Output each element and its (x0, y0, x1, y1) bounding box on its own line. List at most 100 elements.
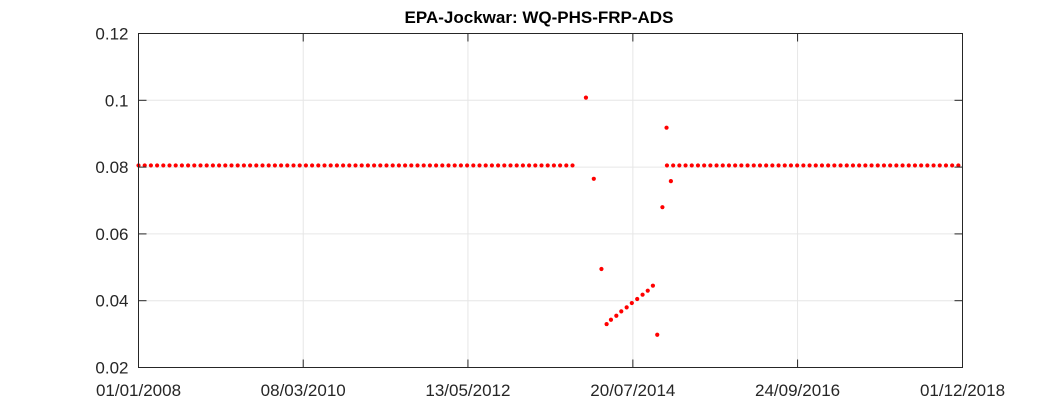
data-point (894, 163, 899, 168)
data-point (655, 332, 660, 337)
data-point (427, 163, 433, 168)
data-point (708, 163, 713, 168)
data-point (161, 163, 166, 168)
data-point (465, 163, 470, 168)
data-point (726, 163, 732, 168)
x-tick-label: 01/01/2008 (96, 381, 181, 400)
data-point (733, 163, 738, 168)
data-point (167, 163, 172, 168)
data-point (359, 163, 364, 168)
data-point (365, 163, 371, 168)
data-point (303, 163, 309, 168)
data-point (272, 163, 278, 168)
data-point (266, 163, 271, 168)
data-point (508, 163, 513, 168)
data-point (875, 163, 880, 168)
x-tick-label: 20/07/2014 (590, 381, 675, 400)
data-point (764, 163, 769, 168)
data-point (857, 163, 862, 168)
data-point (664, 163, 670, 168)
data-point (850, 163, 856, 168)
chart-title: EPA-Jockwar: WQ-PHS-FRP-ADS (405, 8, 674, 27)
data-point (689, 163, 694, 168)
data-point (640, 292, 645, 297)
data-point (558, 163, 563, 168)
data-point (452, 163, 457, 168)
data-point (813, 163, 818, 168)
data-point (520, 163, 526, 168)
data-point (539, 163, 544, 168)
data-point (720, 163, 725, 168)
data-point (714, 163, 719, 168)
data-point (483, 163, 488, 168)
data-point (142, 163, 147, 168)
data-point (328, 163, 333, 168)
data-point (477, 163, 482, 168)
data-point (819, 163, 825, 168)
data-point (931, 163, 936, 168)
data-point (409, 163, 414, 168)
plot-background (138, 33, 963, 368)
data-point (489, 163, 495, 168)
data-point (900, 163, 905, 168)
data-point (471, 163, 476, 168)
data-point (624, 305, 629, 310)
data-point (863, 163, 868, 168)
data-point (943, 163, 949, 168)
data-point (583, 95, 589, 100)
data-point (179, 163, 185, 168)
data-point (881, 163, 887, 168)
data-point (285, 163, 290, 168)
data-point (925, 163, 930, 168)
y-tick-label: 0.04 (95, 292, 128, 311)
data-point (702, 163, 707, 168)
data-point (502, 163, 507, 168)
plot-frame (138, 33, 963, 368)
y-tick-label: 0.02 (95, 359, 128, 378)
data-point (254, 163, 259, 168)
data-point (440, 163, 445, 168)
data-point (671, 163, 676, 168)
data-point (527, 163, 532, 168)
data-point (378, 163, 383, 168)
data-point (668, 179, 673, 184)
data-point (217, 163, 222, 168)
data-point (664, 125, 669, 130)
data-point (403, 163, 408, 168)
data-point (310, 163, 315, 168)
data-point (347, 163, 352, 168)
data-point (614, 313, 619, 318)
data-point (322, 163, 327, 168)
data-point (248, 163, 253, 168)
x-tick-label: 01/12/2018 (920, 381, 1005, 400)
data-point (838, 163, 843, 168)
data-point (788, 163, 794, 168)
x-tick-label: 24/09/2016 (755, 381, 840, 400)
data-point (635, 296, 640, 302)
data-point (591, 176, 596, 181)
data-point (297, 163, 302, 168)
data-points (136, 95, 961, 337)
data-point (832, 163, 837, 168)
data-point (384, 163, 389, 168)
data-point (745, 163, 750, 168)
data-point (390, 163, 395, 168)
data-point (551, 163, 557, 168)
data-point (782, 163, 787, 168)
data-point (241, 163, 247, 168)
data-point (291, 163, 296, 168)
data-point (757, 163, 763, 168)
data-point (533, 163, 538, 168)
data-point (458, 163, 464, 168)
data-point (564, 163, 569, 168)
data-point (683, 163, 688, 168)
data-point (751, 163, 756, 168)
data-point (204, 163, 209, 168)
data-point (608, 317, 614, 322)
data-point (619, 309, 624, 314)
data-point (570, 163, 575, 168)
data-point (888, 163, 893, 168)
data-point (279, 163, 284, 168)
y-tick-label: 0.1 (105, 91, 129, 110)
